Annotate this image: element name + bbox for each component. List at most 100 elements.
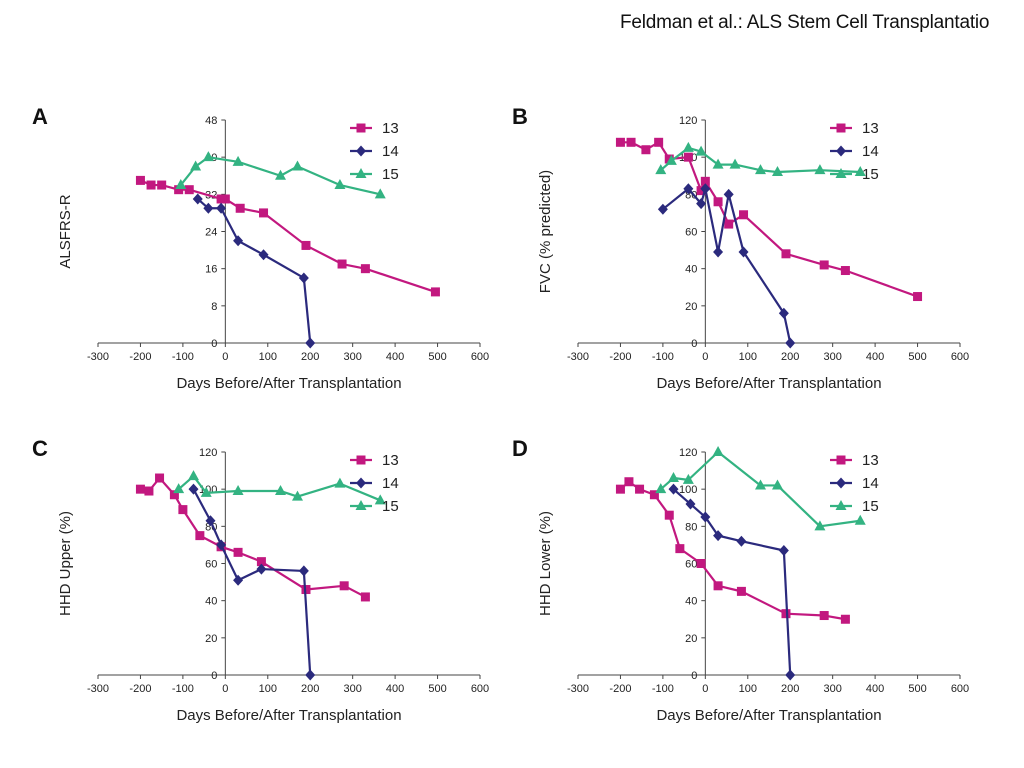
legend-label-14: 14 bbox=[862, 475, 879, 492]
x-tick-label: 500 bbox=[428, 683, 446, 695]
y-tick-label: 60 bbox=[685, 227, 697, 239]
y-tick-label: 48 bbox=[205, 115, 217, 127]
data-point-15 bbox=[232, 155, 244, 166]
legend-marker-15 bbox=[835, 168, 847, 178]
chart-b-svg: -300 -200 -100 0 100 200 300 400 500 600020406080… bbox=[537, 115, 969, 392]
data-point-13 bbox=[819, 611, 829, 621]
data-point-15 bbox=[682, 473, 694, 484]
data-point-13 bbox=[337, 259, 347, 269]
legend-label-15: 15 bbox=[382, 498, 399, 515]
y-axis-label: FVC (% predicted) bbox=[537, 170, 554, 293]
data-point-13 bbox=[135, 484, 145, 494]
data-point-15 bbox=[291, 160, 303, 171]
legend-label-15: 15 bbox=[862, 498, 879, 515]
x-tick-label: -100 bbox=[172, 351, 194, 363]
data-point-14 bbox=[685, 498, 696, 510]
data-point-13 bbox=[649, 490, 659, 500]
x-axis-label: Days Before/After Transplantation bbox=[656, 375, 881, 392]
series-13-line bbox=[140, 179, 436, 293]
y-tick-label: 0 bbox=[691, 670, 697, 682]
y-tick-label: 120 bbox=[679, 115, 697, 127]
data-point-13 bbox=[624, 477, 634, 487]
data-point-15 bbox=[854, 514, 866, 525]
y-tick-label: 20 bbox=[205, 633, 217, 645]
x-tick-label: 200 bbox=[781, 683, 799, 695]
data-point-15 bbox=[655, 164, 667, 175]
data-point-15 bbox=[854, 166, 866, 177]
data-point-13 bbox=[840, 266, 850, 276]
data-point-13 bbox=[781, 609, 791, 619]
series-14 bbox=[668, 483, 796, 681]
series-15 bbox=[175, 151, 386, 199]
data-point-13 bbox=[736, 586, 746, 596]
x-tick-label: 400 bbox=[866, 351, 884, 363]
x-tick-label: -200 bbox=[129, 683, 151, 695]
x-tick-label: -300 bbox=[567, 351, 589, 363]
data-point-14 bbox=[778, 544, 789, 556]
x-tick-label: -200 bbox=[129, 351, 151, 363]
data-point-15 bbox=[665, 154, 677, 165]
data-point-14 bbox=[216, 202, 227, 214]
legend-marker-15 bbox=[355, 168, 367, 178]
y-tick-label: 60 bbox=[685, 559, 697, 571]
y-tick-label: 40 bbox=[205, 596, 217, 608]
x-tick-label: 0 bbox=[702, 351, 708, 363]
data-point-13 bbox=[184, 185, 194, 195]
data-point-13 bbox=[696, 559, 706, 568]
panel-letter-c: C bbox=[32, 436, 48, 461]
y-axis-label: ALSFRS-R bbox=[57, 194, 74, 268]
legend-label-14: 14 bbox=[382, 143, 399, 160]
x-tick-label: 600 bbox=[951, 351, 969, 363]
legend-marker-15 bbox=[835, 500, 847, 510]
series-15 bbox=[655, 141, 866, 177]
x-tick-label: 0 bbox=[222, 351, 228, 363]
data-point-15 bbox=[682, 141, 694, 152]
series-14 bbox=[192, 193, 316, 349]
data-point-13 bbox=[233, 547, 243, 557]
chart-panel-c: C -300 -200 -100 0 100 200 300 400 500 600 0 20 40 60… bbox=[20, 432, 490, 762]
data-point-15 bbox=[232, 485, 244, 496]
data-point-13 bbox=[157, 180, 167, 190]
y-tick-label: 0 bbox=[211, 670, 217, 682]
running-header: Feldman et al.: ALS Stem Cell Transplant… bbox=[620, 12, 990, 33]
y-tick-label: 40 bbox=[685, 264, 697, 276]
legend-marker-13 bbox=[356, 123, 366, 133]
data-point-15 bbox=[695, 145, 707, 156]
x-tick-label: -100 bbox=[172, 683, 194, 695]
legend-label-13: 13 bbox=[382, 452, 399, 469]
data-point-13 bbox=[144, 486, 154, 496]
data-point-15 bbox=[771, 479, 783, 490]
data-point-13 bbox=[635, 484, 645, 494]
y-tick-label: 0 bbox=[691, 338, 697, 350]
data-point-15 bbox=[771, 166, 783, 177]
x-tick-label: 100 bbox=[259, 683, 277, 695]
data-point-13 bbox=[169, 490, 179, 500]
x-tick-label: -100 bbox=[652, 683, 674, 695]
data-point-13 bbox=[135, 175, 145, 185]
data-point-14 bbox=[700, 183, 711, 195]
data-point-15 bbox=[655, 483, 667, 494]
data-point-13 bbox=[819, 260, 829, 270]
panel-letter-b: B bbox=[512, 104, 528, 129]
data-point-14 bbox=[298, 272, 309, 284]
legend-label-13: 13 bbox=[862, 452, 879, 469]
data-point-15 bbox=[814, 164, 826, 175]
data-point-14 bbox=[233, 235, 244, 247]
data-point-15 bbox=[202, 151, 214, 162]
x-axis-label: Days Before/After Transplantation bbox=[176, 375, 401, 392]
data-point-14 bbox=[683, 183, 694, 195]
y-tick-label: 40 bbox=[685, 596, 697, 608]
legend-label-13: 13 bbox=[382, 120, 399, 137]
legend-marker-13 bbox=[836, 455, 846, 465]
data-point-15 bbox=[755, 479, 767, 490]
data-point-13 bbox=[713, 581, 723, 591]
legend-marker-14 bbox=[836, 477, 846, 489]
data-point-13 bbox=[683, 152, 693, 162]
y-tick-label: 20 bbox=[685, 301, 697, 313]
data-point-15 bbox=[729, 158, 741, 169]
x-tick-label: -300 bbox=[87, 351, 109, 363]
data-point-14 bbox=[785, 337, 796, 349]
y-axis-label: HHD Lower (%) bbox=[537, 511, 554, 616]
data-point-13 bbox=[615, 484, 625, 494]
data-point-13 bbox=[641, 145, 651, 155]
